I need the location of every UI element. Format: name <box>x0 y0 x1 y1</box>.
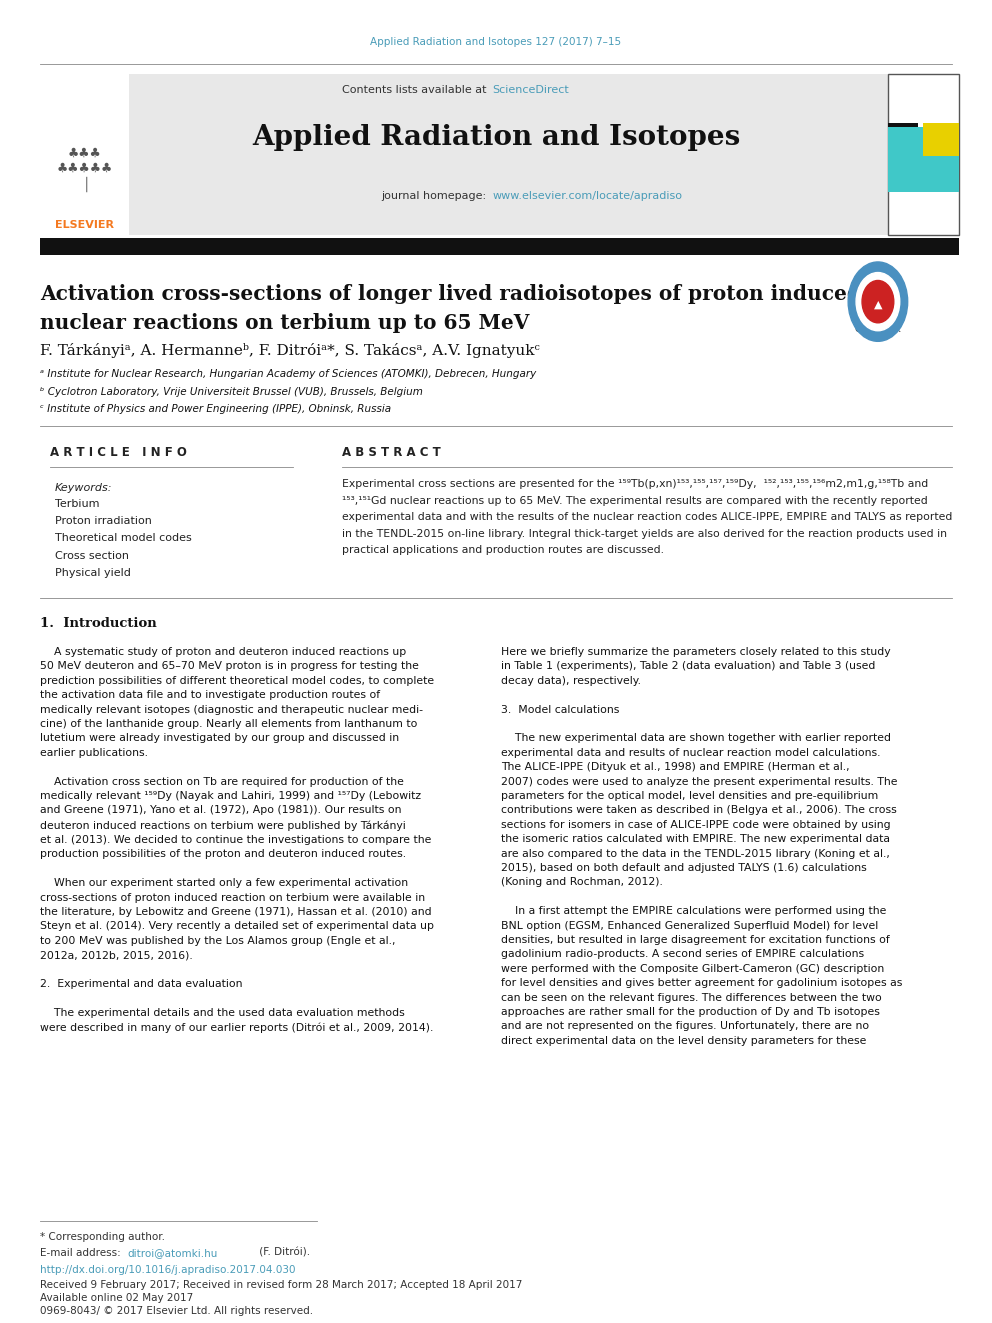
Text: practical applications and production routes are discussed.: practical applications and production ro… <box>342 545 665 556</box>
FancyBboxPatch shape <box>40 74 129 235</box>
Text: 1.  Introduction: 1. Introduction <box>40 617 157 630</box>
Text: Theoretical model codes: Theoretical model codes <box>55 533 191 544</box>
Text: in the TENDL-2015 on-line library. Integral thick-target yields are also derived: in the TENDL-2015 on-line library. Integ… <box>342 529 947 538</box>
Text: ELSEVIER: ELSEVIER <box>55 220 114 230</box>
Text: E-mail address:: E-mail address: <box>40 1248 124 1258</box>
Circle shape <box>856 273 900 331</box>
Text: Applied Radiation and Isotopes: Applied Radiation and Isotopes <box>252 124 740 151</box>
Text: ᵃ Institute for Nuclear Research, Hungarian Academy of Sciences (ATOMKI), Debrec: ᵃ Institute for Nuclear Research, Hungar… <box>40 369 536 380</box>
Text: ScienceDirect: ScienceDirect <box>492 85 568 95</box>
Text: ditroi@atomki.hu: ditroi@atomki.hu <box>127 1248 217 1258</box>
Text: A systematic study of proton and deuteron induced reactions up
50 MeV deuteron a: A systematic study of proton and deutero… <box>40 647 434 1033</box>
FancyBboxPatch shape <box>888 74 959 235</box>
Text: ᵇ Cyclotron Laboratory, Vrije Universiteit Brussel (VUB), Brussels, Belgium: ᵇ Cyclotron Laboratory, Vrije Universite… <box>40 386 423 397</box>
FancyBboxPatch shape <box>79 74 888 235</box>
Text: Here we briefly summarize the parameters closely related to this study
in Table : Here we briefly summarize the parameters… <box>501 647 903 1045</box>
FancyBboxPatch shape <box>888 127 959 192</box>
Text: Terbium: Terbium <box>55 499 99 509</box>
Text: Cross section: Cross section <box>55 550 129 561</box>
Text: ᶜ Institute of Physics and Power Engineering (IPPE), Obninsk, Russia: ᶜ Institute of Physics and Power Enginee… <box>40 404 391 414</box>
Text: experimental data and with the results of the nuclear reaction codes ALICE-IPPE,: experimental data and with the results o… <box>342 512 952 523</box>
Text: ▲: ▲ <box>874 299 882 310</box>
Text: 0969-8043/ © 2017 Elsevier Ltd. All rights reserved.: 0969-8043/ © 2017 Elsevier Ltd. All righ… <box>40 1306 312 1316</box>
Text: CrossMark: CrossMark <box>854 325 902 333</box>
Text: A R T I C L E   I N F O: A R T I C L E I N F O <box>50 446 186 459</box>
Text: Contents lists available at: Contents lists available at <box>342 85 490 95</box>
Text: http://dx.doi.org/10.1016/j.apradiso.2017.04.030: http://dx.doi.org/10.1016/j.apradiso.201… <box>40 1265 296 1275</box>
Text: Available online 02 May 2017: Available online 02 May 2017 <box>40 1293 192 1303</box>
Text: F. Tárkányiᵃ, A. Hermanneᵇ, F. Ditróiᵃ*, S. Takácsᵃ, A.V. Ignatyukᶜ: F. Tárkányiᵃ, A. Hermanneᵇ, F. Ditróiᵃ*,… <box>40 343 540 359</box>
Text: A B S T R A C T: A B S T R A C T <box>342 446 441 459</box>
Text: www.elsevier.com/locate/apradiso: www.elsevier.com/locate/apradiso <box>492 191 682 201</box>
Text: Received 9 February 2017; Received in revised form 28 March 2017; Accepted 18 Ap: Received 9 February 2017; Received in re… <box>40 1279 522 1290</box>
Text: ¹⁵³,¹⁵¹Gd nuclear reactions up to 65 MeV. The experimental results are compared : ¹⁵³,¹⁵¹Gd nuclear reactions up to 65 MeV… <box>342 496 928 505</box>
Text: Keywords:: Keywords: <box>55 483 112 493</box>
Text: ♣♣♣
♣♣♣♣♣
 │: ♣♣♣ ♣♣♣♣♣ │ <box>57 147 112 192</box>
Text: Experimental cross sections are presented for the ¹⁵⁹Tb(p,xn)¹⁵³,¹⁵⁵,¹⁵⁷,¹⁵⁹Dy, : Experimental cross sections are presente… <box>342 479 929 490</box>
Text: Physical yield: Physical yield <box>55 568 130 578</box>
Text: Proton irradiation: Proton irradiation <box>55 516 152 527</box>
FancyBboxPatch shape <box>888 123 918 156</box>
Circle shape <box>862 280 894 323</box>
FancyBboxPatch shape <box>40 238 959 255</box>
Text: (F. Ditrói).: (F. Ditrói). <box>256 1248 310 1258</box>
Text: journal homepage:: journal homepage: <box>381 191 490 201</box>
Text: Activation cross-sections of longer lived radioisotopes of proton induced: Activation cross-sections of longer live… <box>40 283 861 304</box>
Text: nuclear reactions on terbium up to 65 MeV: nuclear reactions on terbium up to 65 Me… <box>40 312 529 333</box>
Text: Applied Radiation and Isotopes 127 (2017) 7–15: Applied Radiation and Isotopes 127 (2017… <box>370 37 622 48</box>
FancyBboxPatch shape <box>923 123 959 156</box>
Text: * Corresponding author.: * Corresponding author. <box>40 1232 165 1242</box>
Circle shape <box>848 262 908 341</box>
